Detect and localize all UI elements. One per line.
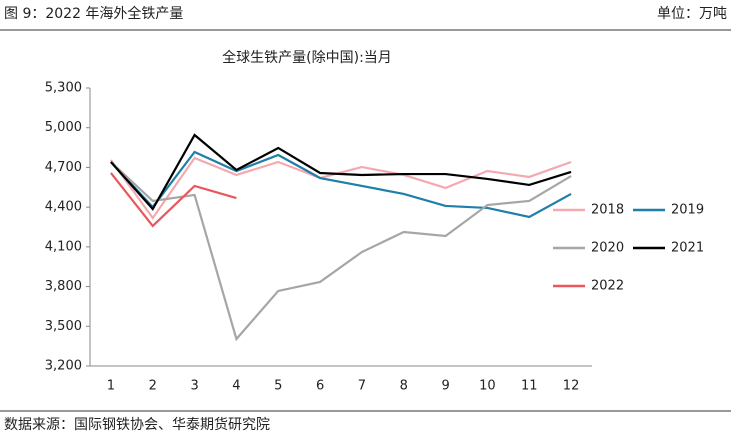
x-tick-label: 6: [316, 379, 324, 394]
page-title: 图 9：2022 年海外全铁产量: [4, 5, 183, 22]
x-tick-label: 4: [232, 379, 240, 394]
series-line: [110, 150, 572, 219]
series-line: [110, 133, 572, 211]
y-tick-label: 5,300: [45, 81, 82, 96]
chart-title: 全球生铁产量(除中国):当月: [222, 49, 392, 66]
y-tick-label: 4,100: [45, 239, 82, 254]
x-tick-label: 10: [479, 379, 496, 394]
y-tick-label: 3,200: [45, 359, 82, 374]
legend-label: 2019: [671, 203, 704, 218]
y-tick-label: 5,000: [45, 120, 82, 135]
x-tick-label: 8: [400, 379, 408, 394]
x-tick-label: 1: [107, 379, 115, 394]
x-tick-label: 11: [521, 379, 538, 394]
y-tick-label: 3,800: [45, 279, 82, 294]
series-line: [110, 172, 237, 228]
x-tick-label: 9: [441, 379, 449, 394]
x-tick-label: 12: [563, 379, 580, 394]
series-line: [110, 161, 572, 342]
unit-label: 单位：万吨: [657, 6, 727, 22]
y-tick-label: 3,500: [45, 319, 82, 334]
legend-label: 2020: [591, 241, 624, 256]
legend-label: 2021: [671, 241, 704, 256]
series-line: [110, 156, 572, 220]
x-tick-label: 2: [149, 379, 157, 394]
x-tick-label: 7: [358, 379, 366, 394]
x-tick-label: 5: [274, 379, 282, 394]
y-tick-label: 4,400: [45, 200, 82, 215]
y-tick-label: 4,700: [45, 160, 82, 175]
legend-label: 2018: [591, 203, 624, 218]
x-tick-label: 3: [190, 379, 198, 394]
source: 数据来源：国际钢铁协会、华泰期货研究院: [4, 416, 270, 433]
legend-label: 2022: [591, 279, 624, 294]
